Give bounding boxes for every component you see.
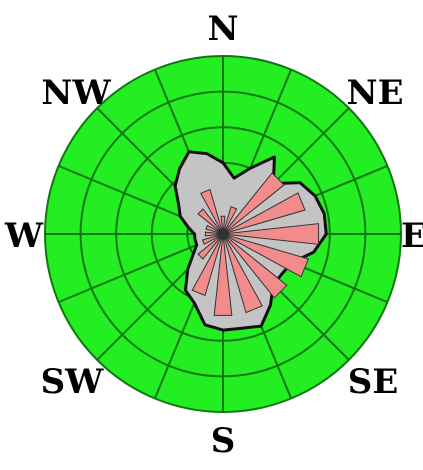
sector-wedge <box>213 233 233 316</box>
sector-wedge <box>200 188 224 235</box>
envelope-area <box>173 150 328 332</box>
direction-label-ne: NE <box>347 73 404 113</box>
sector-wedge <box>222 233 288 299</box>
direction-label-e: E <box>401 216 423 256</box>
sector-wedge <box>222 223 320 245</box>
sector-wedge <box>222 233 264 314</box>
direction-sectors <box>191 172 320 316</box>
sector-wedge <box>191 233 224 297</box>
sector-wedge <box>197 233 224 260</box>
direction-label-n: N <box>207 9 238 49</box>
center-hub <box>217 228 229 240</box>
direction-label-w: W <box>4 216 44 256</box>
sector-wedge <box>222 172 285 235</box>
sector-wedge <box>222 192 306 235</box>
sector-wedge <box>204 231 224 237</box>
sector-wedge <box>222 233 310 278</box>
sector-wedge <box>197 208 224 235</box>
direction-label-sw: SW <box>41 362 105 402</box>
sector-wedge <box>220 215 226 235</box>
sector-wedge <box>222 205 238 235</box>
direction-label-s: S <box>211 421 236 461</box>
direction-label-se: SE <box>348 362 398 402</box>
direction-label-nw: NW <box>41 73 111 113</box>
